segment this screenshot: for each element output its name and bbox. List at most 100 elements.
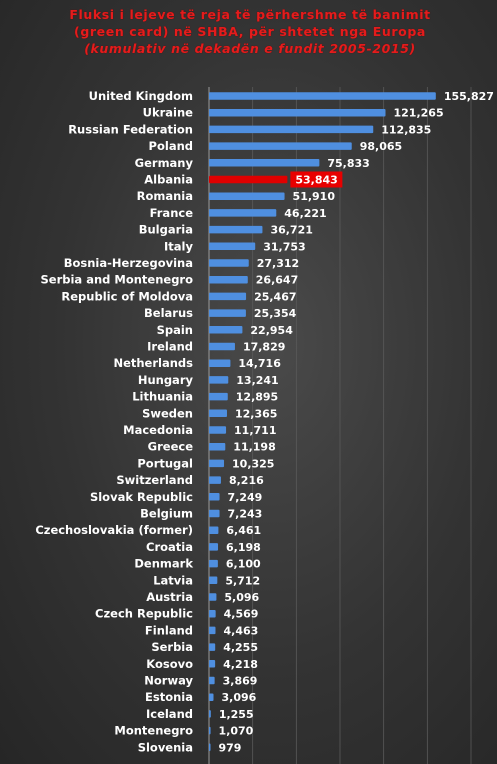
- category-label-sweden: Sweden: [142, 406, 193, 420]
- value-label-switzerland: 8,216: [229, 474, 264, 487]
- bar-belarus: [209, 309, 246, 317]
- category-label-greece: Greece: [148, 440, 194, 454]
- bar-slovenia: [209, 743, 211, 752]
- bar-iceland: [209, 710, 211, 718]
- bar-austria: [209, 593, 217, 601]
- value-label-croatia: 6,198: [226, 541, 261, 554]
- value-label-latvia: 5,712: [225, 574, 260, 587]
- value-label-poland: 98,065: [360, 140, 402, 153]
- category-label-spain: Spain: [157, 323, 193, 337]
- category-label-belarus: Belarus: [144, 306, 193, 320]
- bar-united-kingdom: [209, 92, 436, 100]
- bar-belgium: [209, 509, 220, 518]
- bar-kosovo: [209, 660, 216, 668]
- bar-ireland: [209, 342, 235, 351]
- value-label-kosovo: 4,218: [223, 658, 258, 671]
- value-label-iceland: 1,255: [219, 708, 254, 721]
- value-label-ireland: 17,829: [243, 341, 285, 354]
- value-label-macedonia: 11,711: [234, 424, 276, 437]
- value-label-romania: 51,910: [293, 190, 336, 203]
- bar-finland: [209, 626, 216, 635]
- bar-germany: [209, 159, 320, 167]
- value-label-lithuania: 12,895: [236, 391, 278, 404]
- bar-serbia: [209, 643, 216, 651]
- category-label-serbia: Serbia: [151, 640, 193, 654]
- category-label-lithuania: Lithuania: [132, 390, 193, 404]
- category-label-austria: Austria: [146, 590, 193, 604]
- bar-portugal: [209, 459, 225, 468]
- bar-republic-of-moldova: [209, 292, 247, 301]
- bar-norway: [209, 676, 215, 685]
- bar-spain: [209, 326, 243, 334]
- category-label-belgium: Belgium: [140, 507, 193, 521]
- bar-estonia: [209, 693, 214, 701]
- chart-title-main: Fluksi i lejeve të reja të përhershme të…: [69, 7, 431, 39]
- category-label-estonia: Estonia: [145, 690, 193, 704]
- bar-greece: [209, 442, 226, 451]
- value-label-ukraine: 121,265: [394, 107, 444, 120]
- category-label-bosnia-herzegovina: Bosnia-Herzegovina: [64, 256, 193, 270]
- category-label-netherlands: Netherlands: [113, 356, 193, 370]
- value-label-belgium: 7,243: [228, 508, 263, 521]
- category-label-bulgaria: Bulgaria: [139, 223, 193, 237]
- category-label-russian-federation: Russian Federation: [68, 122, 193, 136]
- bar-denmark: [209, 559, 218, 568]
- value-label-serbia-and-montenegro: 26,647: [256, 274, 298, 287]
- category-label-switzerland: Switzerland: [116, 473, 193, 487]
- value-label-czechoslovakia-former: 6,461: [226, 524, 261, 537]
- value-label-france: 46,221: [284, 207, 326, 220]
- category-label-serbia-and-montenegro: Serbia and Montenegro: [41, 273, 194, 287]
- value-label-portugal: 10,325: [232, 457, 274, 470]
- bar-netherlands: [209, 359, 231, 367]
- category-label-slovak-republic: Slovak Republic: [90, 490, 193, 504]
- value-label-finland: 4,463: [223, 624, 258, 637]
- bars: [209, 92, 436, 752]
- bar-albania: [209, 175, 288, 184]
- value-label-czech-republic: 4,569: [224, 608, 259, 621]
- category-label-ukraine: Ukraine: [143, 106, 194, 120]
- bar-czechoslovakia-former: [209, 526, 219, 534]
- bar-switzerland: [209, 476, 221, 484]
- value-label-greece: 11,198: [233, 441, 275, 454]
- value-label-united-kingdom: 155,827: [444, 90, 494, 103]
- category-label-finland: Finland: [145, 623, 193, 637]
- bar-lithuania: [209, 392, 228, 401]
- category-label-italy: Italy: [164, 239, 193, 253]
- category-label-denmark: Denmark: [134, 557, 193, 571]
- category-label-montenegro: Montenegro: [114, 724, 193, 738]
- value-label-republic-of-moldova: 25,467: [254, 290, 296, 303]
- value-label-denmark: 6,100: [226, 558, 261, 571]
- value-label-austria: 5,096: [224, 591, 259, 604]
- value-label-slovenia: 979: [219, 741, 242, 754]
- value-label-hungary: 13,241: [236, 374, 278, 387]
- value-label-sweden: 12,365: [235, 407, 277, 420]
- value-label-netherlands: 14,716: [238, 357, 281, 370]
- value-label-albania: 53,843: [295, 174, 337, 187]
- value-label-estonia: 3,096: [222, 691, 257, 704]
- value-label-germany: 75,833: [327, 157, 369, 170]
- category-label-france: France: [150, 206, 194, 220]
- bar-czech-republic: [209, 609, 216, 618]
- bar-poland: [209, 142, 352, 150]
- bar-romania: [209, 192, 285, 200]
- bar-bulgaria: [209, 225, 263, 234]
- bar-ukraine: [209, 108, 386, 117]
- value-label-slovak-republic: 7,249: [228, 491, 263, 504]
- bar-latvia: [209, 576, 218, 585]
- category-label-slovenia: Slovenia: [138, 740, 193, 754]
- bar-france: [209, 209, 277, 217]
- value-label-spain: 22,954: [250, 324, 293, 337]
- category-label-albania: Albania: [144, 173, 193, 187]
- category-label-portugal: Portugal: [137, 456, 193, 470]
- bar-sweden: [209, 409, 227, 418]
- category-label-hungary: Hungary: [138, 373, 194, 387]
- category-label-poland: Poland: [149, 139, 193, 153]
- category-label-romania: Romania: [137, 189, 193, 203]
- bar-montenegro: [209, 726, 211, 735]
- category-label-latvia: Latvia: [153, 573, 193, 587]
- category-label-czechoslovakia-former: Czechoslovakia (former): [35, 523, 193, 537]
- bar-italy: [209, 242, 256, 251]
- category-label-croatia: Croatia: [146, 540, 193, 554]
